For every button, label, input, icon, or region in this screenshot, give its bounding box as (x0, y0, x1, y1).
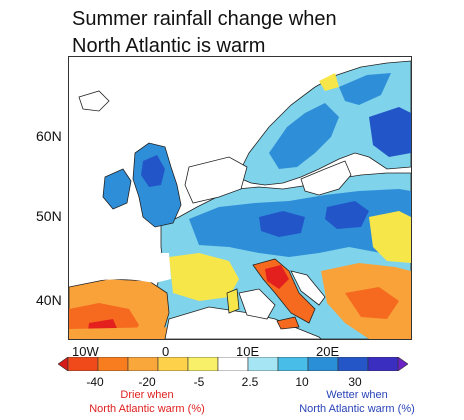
scandinavia-wet-north (339, 73, 391, 105)
lat-label-50n: 50N (36, 208, 62, 224)
colorbar (58, 357, 408, 371)
france-dry (169, 253, 239, 301)
colorbar-segment-low-extension (58, 357, 69, 371)
central-europe-deep-wet (259, 211, 305, 237)
title-line-1: Summer rainfall change when (72, 8, 337, 30)
adriatic-sea (290, 270, 326, 306)
bay-of-biscay (129, 253, 171, 283)
finland-wet (369, 107, 411, 157)
mediterranean-sea (164, 306, 322, 339)
italy-very-dry (265, 265, 289, 289)
colorbar-segment (277, 357, 309, 371)
balkans-mid-dry (345, 287, 399, 319)
rainfall-map (68, 56, 412, 340)
drier-line-1: Drier when (120, 389, 174, 401)
colorbar-segment (157, 357, 189, 371)
map-title: Summer rainfall change when North Atlant… (72, 6, 392, 60)
sicily (276, 316, 300, 330)
rainfall-map-canvas (69, 57, 411, 339)
lon-label-20e: 20E (316, 344, 340, 359)
baltic-sea (300, 160, 352, 196)
poland-deep-wet (325, 201, 369, 229)
colorbar-segment (367, 357, 399, 371)
drier-legend-note: Drier when North Atlantic warm (%) (62, 388, 232, 416)
colorbar-segment (67, 357, 99, 371)
wetter-line-1: Wetter when (326, 389, 388, 401)
atlantic-west (69, 57, 189, 281)
colorbar-segment (97, 357, 129, 371)
colorbar-segment (247, 357, 279, 371)
great-britain-deep-wet (141, 155, 165, 187)
ireland (102, 168, 132, 210)
tyrrhenian-sea (238, 288, 276, 320)
iceland-corner (78, 90, 110, 112)
lat-label-60n: 60N (36, 128, 62, 144)
lon-label-0: 0 (162, 344, 170, 359)
colorbar-segment (127, 357, 159, 371)
colorbar-segment (187, 357, 219, 371)
lon-label-10e: 10E (236, 344, 260, 359)
wetter-legend-note: Wetter when North Atlantic warm (%) (262, 388, 452, 416)
scandinavia-dry-patch (319, 73, 339, 91)
colorbar-tick-10: 10 (295, 375, 309, 389)
lat-label-40n: 40N (36, 292, 62, 308)
colorbar-segment (337, 357, 369, 371)
title-line-2: North Atlantic is warm (72, 35, 266, 57)
sardinia (226, 288, 240, 314)
colorbar-tick-minus5: -5 (193, 375, 205, 389)
colorbar-tick-minus20: -20 (138, 375, 156, 389)
colorbar-segment (217, 357, 249, 371)
colorbar-tick-minus40: -40 (86, 375, 104, 389)
colorbar-tick-2-5: 2.5 (241, 375, 259, 389)
wetter-line-2: North Atlantic warm (%) (299, 403, 415, 415)
colorbar-segment (307, 357, 339, 371)
colorbar-tick-30: 30 (348, 375, 362, 389)
colorbar-segment-high-extension (397, 357, 408, 371)
lon-label-10w: 10W (72, 344, 99, 359)
east-europe-light-dry (369, 211, 411, 263)
scandinavia-wet-core (269, 103, 339, 169)
drier-line-2: North Atlantic warm (%) (89, 403, 205, 415)
north-sea (184, 156, 248, 204)
